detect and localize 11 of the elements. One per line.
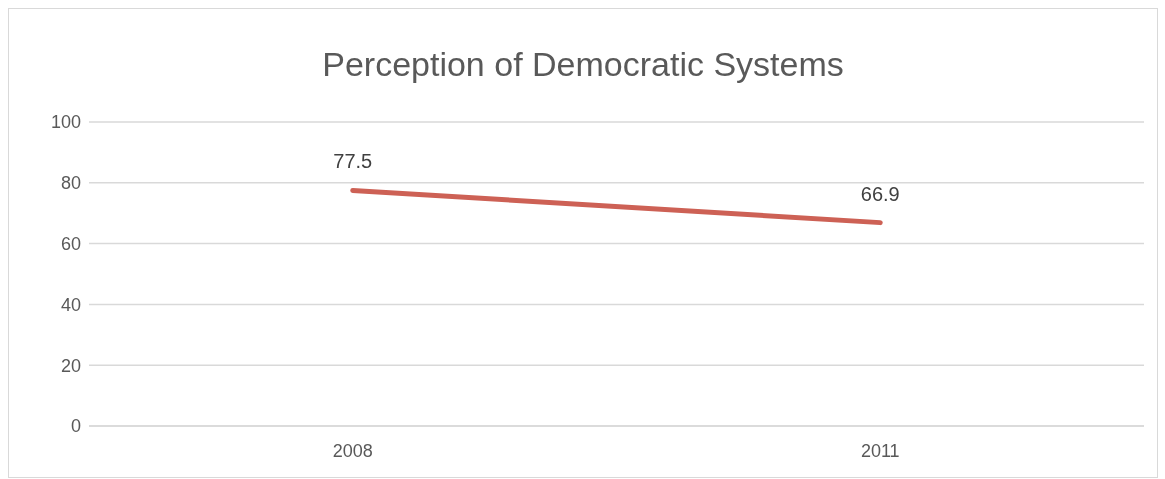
y-tick-label: 80 xyxy=(60,173,81,194)
y-tick-label: 60 xyxy=(60,233,81,254)
y-tick-label: 0 xyxy=(70,416,81,437)
x-tick-label: 2008 xyxy=(332,440,373,461)
data-label: 77.5 xyxy=(333,150,373,173)
y-tick-label: 40 xyxy=(60,294,81,315)
x-tick-label: 2011 xyxy=(860,440,900,461)
data-label: 66.9 xyxy=(860,182,900,205)
y-tick-label: 20 xyxy=(60,355,81,376)
y-tick-label: 100 xyxy=(50,112,81,133)
chart-title: Perception of Democratic Systems xyxy=(321,45,845,84)
